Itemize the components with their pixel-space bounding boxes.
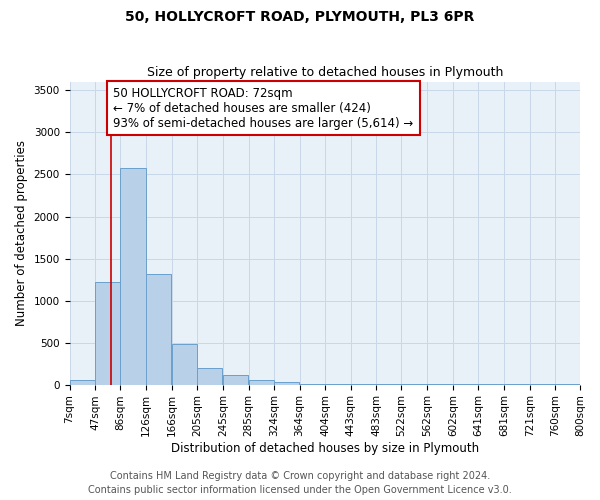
Bar: [121, 168, 146, 384]
Bar: [146, 274, 172, 384]
Text: Contains HM Land Registry data © Crown copyright and database right 2024.
Contai: Contains HM Land Registry data © Crown c…: [88, 471, 512, 495]
Text: 50 HOLLYCROFT ROAD: 72sqm
← 7% of detached houses are smaller (424)
93% of semi-: 50 HOLLYCROFT ROAD: 72sqm ← 7% of detach…: [113, 86, 413, 130]
Bar: [223, 375, 248, 384]
Bar: [70, 380, 95, 384]
Bar: [95, 282, 121, 384]
Text: 50, HOLLYCROFT ROAD, PLYMOUTH, PL3 6PR: 50, HOLLYCROFT ROAD, PLYMOUTH, PL3 6PR: [125, 10, 475, 24]
Title: Size of property relative to detached houses in Plymouth: Size of property relative to detached ho…: [146, 66, 503, 80]
Bar: [172, 344, 197, 385]
X-axis label: Distribution of detached houses by size in Plymouth: Distribution of detached houses by size …: [171, 442, 479, 455]
Bar: [274, 382, 299, 384]
Y-axis label: Number of detached properties: Number of detached properties: [15, 140, 28, 326]
Bar: [249, 380, 274, 384]
Bar: [197, 368, 222, 384]
